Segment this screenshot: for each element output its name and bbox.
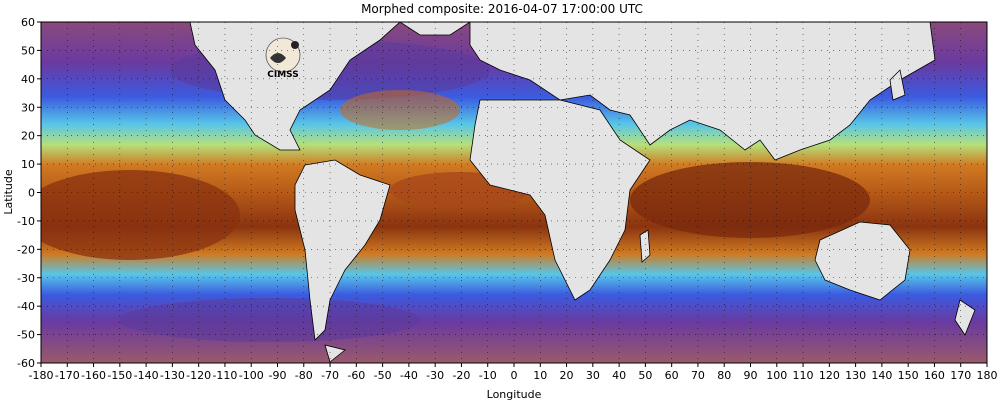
north-america — [189, 22, 401, 151]
x-tick-label: 40 — [612, 369, 626, 382]
x-tick-label: -180 — [29, 369, 54, 382]
x-tick-label: -150 — [107, 369, 132, 382]
x-tick-label: 180 — [977, 369, 998, 382]
x-tick-label: 150 — [898, 369, 919, 382]
south-pacific-dry-area — [120, 298, 420, 342]
y-axis-label: Latitude — [2, 169, 15, 215]
y-tick-label: -50 — [17, 329, 35, 342]
y-tick-label: 50 — [21, 44, 35, 57]
y-tick-label: 40 — [21, 73, 35, 86]
x-tick-label: -10 — [479, 369, 497, 382]
x-tick-label: -140 — [134, 369, 159, 382]
atlantic-plume — [340, 90, 460, 130]
y-tick-label: -10 — [17, 215, 35, 228]
x-tick-label: 70 — [691, 369, 705, 382]
logo-text: CIMSS — [267, 70, 298, 80]
x-tick-label: 90 — [744, 369, 758, 382]
x-tick-label: -130 — [160, 369, 185, 382]
x-tick-label: 110 — [793, 369, 814, 382]
x-tick-label: -20 — [452, 369, 470, 382]
y-tick-label: 0 — [28, 187, 35, 200]
x-tick-label: 60 — [665, 369, 679, 382]
x-tick-label: -70 — [321, 369, 339, 382]
y-tick-label: -40 — [17, 300, 35, 313]
x-tick-label: -50 — [374, 369, 392, 382]
x-tick-label: 80 — [717, 369, 731, 382]
y-axis-ticks: 60 50 40 30 20 10 0 -10 -20 -30 -40 -50 -60 — [17, 16, 41, 370]
x-tick-label: 0 — [511, 369, 518, 382]
x-tick-label: -30 — [426, 369, 444, 382]
x-axis-label: Longitude — [487, 388, 542, 401]
australia — [814, 221, 911, 301]
x-tick-label: -60 — [347, 369, 365, 382]
land-masses — [189, 22, 976, 363]
x-tick-label: -100 — [239, 369, 264, 382]
x-tick-label: 160 — [924, 369, 945, 382]
x-tick-label: -110 — [212, 369, 237, 382]
x-tick-label: 50 — [638, 369, 652, 382]
x-tick-label: 130 — [845, 369, 866, 382]
x-tick-label: -80 — [295, 369, 313, 382]
x-tick-label: -40 — [400, 369, 418, 382]
x-tick-label: 30 — [586, 369, 600, 382]
pacific-moisture-core — [41, 170, 240, 260]
x-tick-label: -160 — [81, 369, 106, 382]
x-axis-ticks: -180 -170 -160 -150 -140 -130 -120 -110 -100 -90-… — [29, 363, 998, 382]
x-tick-label: 10 — [533, 369, 547, 382]
south-america — [294, 159, 391, 341]
x-tick-label: -170 — [55, 369, 80, 382]
x-tick-label: 170 — [950, 369, 971, 382]
indian-ocean-moisture-core — [630, 162, 870, 238]
y-tick-label: 30 — [21, 101, 35, 114]
y-tick-label: 20 — [21, 130, 35, 143]
y-tick-label: -30 — [17, 272, 35, 285]
x-tick-label: 140 — [871, 369, 892, 382]
europe-asia — [469, 22, 936, 161]
x-tick-label: 100 — [766, 369, 787, 382]
y-tick-label: -20 — [17, 243, 35, 256]
x-tick-label: -120 — [186, 369, 211, 382]
x-tick-label: -90 — [269, 369, 287, 382]
japan — [889, 69, 906, 101]
x-tick-label: 20 — [560, 369, 574, 382]
y-tick-label: 60 — [21, 16, 35, 29]
map-title: Morphed composite: 2016-04-07 17:00:00 U… — [361, 2, 643, 16]
africa — [469, 99, 651, 301]
y-tick-label: 10 — [21, 158, 35, 171]
madagascar — [639, 229, 651, 263]
cimss-logo — [265, 37, 301, 73]
new-zealand — [954, 299, 976, 336]
antarctic-tip — [324, 344, 346, 363]
x-tick-label: 120 — [819, 369, 840, 382]
y-tick-label: -60 — [17, 357, 35, 370]
